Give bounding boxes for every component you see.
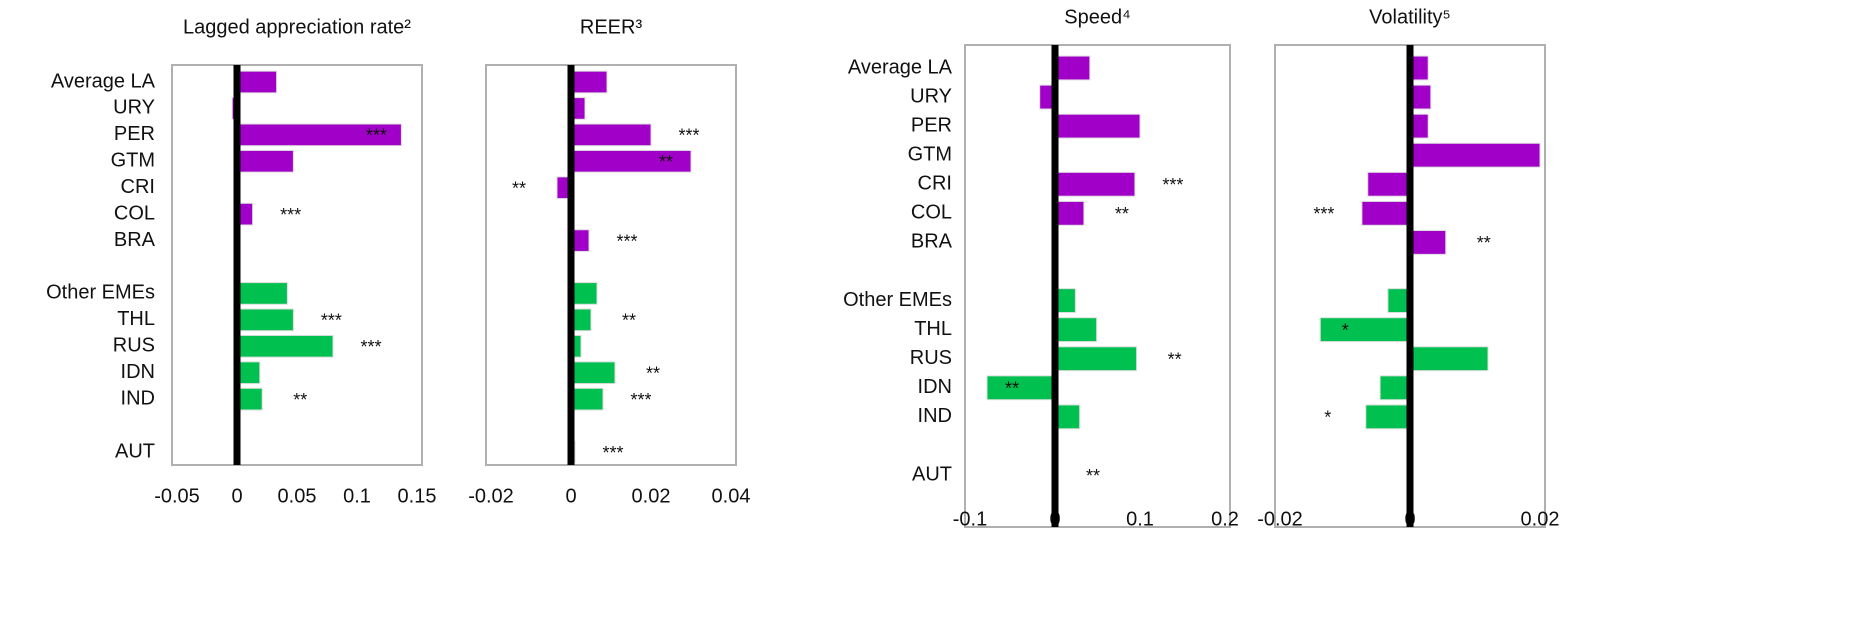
category-label: THL <box>117 308 155 330</box>
category-label: Other EMEs <box>843 289 952 311</box>
category-label: RUS <box>113 335 155 357</box>
bar <box>236 334 334 358</box>
category-label: CRI <box>121 176 155 198</box>
bar <box>1379 375 1411 401</box>
bar <box>986 375 1056 401</box>
bar <box>1054 346 1138 372</box>
category-label: COL <box>911 202 952 224</box>
bar <box>570 387 604 411</box>
x-tick-label: 0.04 <box>712 485 751 507</box>
bar <box>236 387 263 411</box>
significance-label: *** <box>1313 204 1334 224</box>
significance-label: *** <box>360 337 381 357</box>
plot-frame <box>964 44 1231 528</box>
bar <box>1365 404 1411 430</box>
x-tick-label: -0.1 <box>953 508 987 530</box>
bar <box>1409 230 1447 255</box>
significance-label: *** <box>366 126 387 146</box>
significance-label: * <box>1324 408 1331 428</box>
bar <box>1319 317 1411 343</box>
bar <box>1054 200 1085 226</box>
category-label: BRA <box>114 229 156 251</box>
bar <box>570 70 608 94</box>
category-label: BRA <box>911 231 953 253</box>
category-label: AUT <box>912 463 952 485</box>
significance-label: *** <box>616 231 637 251</box>
significance-label: ** <box>1477 233 1491 253</box>
panel-title: Volatility⁵ <box>1369 6 1451 28</box>
category-label: PER <box>114 123 155 145</box>
bar <box>570 361 616 385</box>
significance-label: ** <box>646 363 660 383</box>
category-label: URY <box>910 85 952 107</box>
category-label: IND <box>918 405 952 427</box>
category-label: GTM <box>908 143 952 165</box>
panel-title: REER³ <box>580 16 643 38</box>
significance-label: ** <box>622 311 636 331</box>
category-label: IND <box>121 387 155 409</box>
category-label: PER <box>911 114 952 136</box>
panel-title: Lagged appreciation rate² <box>183 16 411 38</box>
category-label: IDN <box>121 361 155 383</box>
category-label: THL <box>914 318 952 340</box>
x-tick-label: 0.2 <box>1211 508 1239 530</box>
bar <box>1054 113 1141 139</box>
x-tick-label: 0.1 <box>1126 508 1154 530</box>
x-tick-label: 0 <box>565 485 576 507</box>
bar <box>1367 171 1411 197</box>
x-tick-label: 0.15 <box>398 485 437 507</box>
significance-label: * <box>1342 320 1349 340</box>
category-label: URY <box>113 97 155 119</box>
x-tick-label: 0.02 <box>632 485 671 507</box>
significance-label: ** <box>1115 204 1129 224</box>
plot-frame <box>485 64 737 466</box>
bar <box>236 282 288 305</box>
x-tick-label: 0 <box>231 485 242 507</box>
bar <box>1054 171 1136 197</box>
bar <box>570 123 652 147</box>
significance-label: ** <box>1005 379 1019 399</box>
category-label: AUT <box>115 440 155 462</box>
bar <box>1409 346 1489 372</box>
bar <box>236 70 278 94</box>
category-label: Average LA <box>848 56 953 78</box>
category-label: RUS <box>910 347 952 369</box>
x-tick-label: -0.02 <box>468 485 514 507</box>
x-tick-label: -0.02 <box>1257 508 1303 530</box>
plot-frame <box>171 64 423 466</box>
significance-label: ** <box>1086 466 1100 486</box>
bar <box>1361 200 1411 226</box>
x-tick-label: 0.05 <box>278 485 317 507</box>
category-label: CRI <box>918 173 952 195</box>
category-label: GTM <box>111 150 155 172</box>
bar <box>236 308 294 332</box>
category-label: COL <box>114 202 155 224</box>
significance-label: ** <box>1168 349 1182 369</box>
significance-label: *** <box>630 390 651 410</box>
category-label: IDN <box>918 376 952 398</box>
significance-label: *** <box>678 126 699 146</box>
significance-label: *** <box>280 205 301 225</box>
panel-title: Speed⁴ <box>1064 6 1130 28</box>
significance-label: *** <box>321 311 342 331</box>
x-tick-label: 0.1 <box>343 485 371 507</box>
category-label: Average LA <box>51 70 156 92</box>
significance-label: ** <box>659 152 673 172</box>
bar <box>1054 317 1098 343</box>
significance-label: ** <box>293 390 307 410</box>
x-tick-label: -0.05 <box>154 485 200 507</box>
bar <box>236 149 294 173</box>
bar <box>1054 404 1081 430</box>
bar <box>1054 55 1091 81</box>
significance-label: *** <box>602 443 623 463</box>
bar <box>1409 142 1541 168</box>
x-tick-label: 0.02 <box>1521 508 1560 530</box>
bar <box>570 282 598 305</box>
significance-label: ** <box>512 178 526 198</box>
category-label: Other EMEs <box>46 282 155 304</box>
significance-label: *** <box>1162 175 1183 195</box>
